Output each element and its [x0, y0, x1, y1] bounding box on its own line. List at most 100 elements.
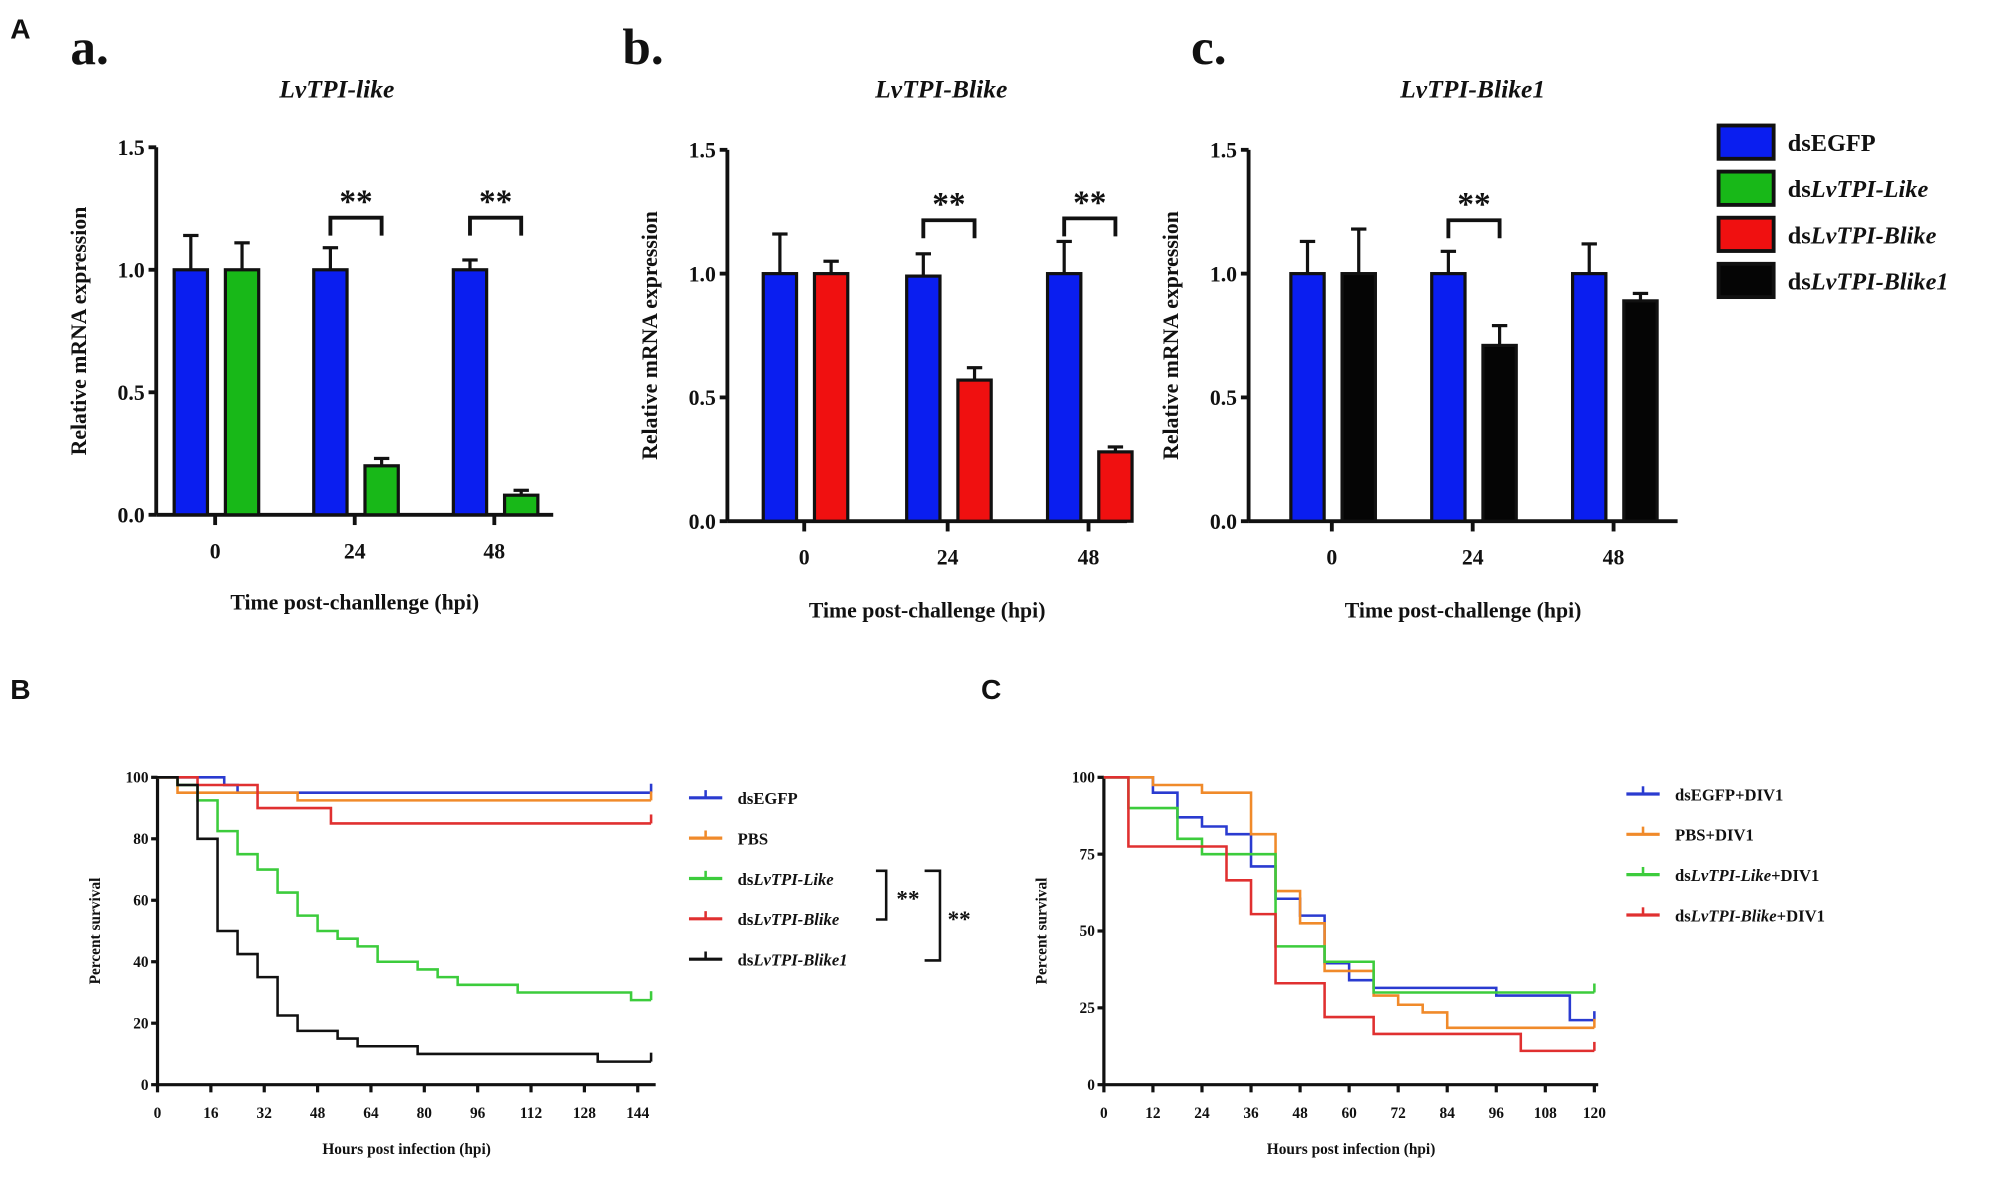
- legend-label: dsLvTPI-Blike+DIV1: [1675, 906, 1825, 925]
- y-axis-label: Percent survival: [87, 878, 104, 985]
- y-axis-label: Percent survival: [1033, 878, 1050, 985]
- legend-label: dsEGFP: [738, 789, 798, 808]
- x-axis-label: Time post-chanllenge (hpi): [230, 591, 479, 615]
- legend-label-prefix: ds: [1788, 130, 1811, 157]
- x-tick-label: 48: [1603, 546, 1625, 570]
- bar-dsEGFP: [1045, 272, 1083, 523]
- bar-dsLvTPI-Blike1: [1481, 343, 1518, 523]
- legend-label-prefix: ds: [738, 910, 754, 929]
- significance-label: **: [932, 186, 965, 223]
- legend-label: dsLvTPI-Blike: [738, 910, 840, 929]
- y-tick-label: 20: [133, 1015, 149, 1032]
- y-tick-label: 100: [1072, 769, 1095, 786]
- chart-title: LvTPI-like: [278, 74, 394, 103]
- bar-dsLvTPI-Like: [502, 493, 540, 517]
- x-tick-label: 48: [1292, 1105, 1308, 1122]
- x-axis-label: Time post-challenge (hpi): [809, 598, 1046, 622]
- legend-label: dsLvTPI-Like: [1788, 176, 1929, 203]
- y-tick-label: 60: [133, 892, 149, 909]
- panel-label-A: A: [10, 12, 30, 44]
- legend-swatch: [1716, 261, 1776, 300]
- legend-label-suffix: +DIV1: [1777, 906, 1825, 925]
- x-tick-label: 96: [470, 1105, 486, 1122]
- x-tick-label: 0: [799, 546, 810, 570]
- y-tick-label: 100: [126, 769, 149, 786]
- x-tick-label: 48: [310, 1105, 326, 1122]
- y-tick-label: 0: [141, 1077, 149, 1094]
- y-tick-label: 50: [1080, 923, 1096, 940]
- legend-label: dsLvTPI-Blike: [1788, 222, 1937, 249]
- x-tick-label: 60: [1341, 1105, 1357, 1122]
- x-tick-label: 36: [1243, 1105, 1259, 1122]
- y-tick-label: 1.5: [689, 139, 716, 163]
- bar-chart-3: LvTPI-Blike1 0.0 0.5 1.0 1.5 0 24 48 ** Relative …: [1159, 74, 1678, 622]
- y-tick-label: 25: [1080, 1000, 1096, 1017]
- y-tick-label: 0.0: [689, 510, 716, 534]
- y-tick-label: 0.5: [117, 381, 144, 405]
- bar-dsLvTPI-Blike1: [1622, 299, 1659, 523]
- legend-swatch: [1716, 215, 1776, 253]
- x-tick-label: 0: [1100, 1105, 1108, 1122]
- bar-dsEGFP: [172, 268, 210, 517]
- bar-dsLvTPI-Like: [363, 464, 400, 517]
- y-tick-label: 0.0: [117, 503, 144, 527]
- legend-label: dsLvTPI-Blike1: [1788, 268, 1949, 295]
- y-tick-label: 80: [133, 831, 149, 848]
- y-tick-label: 0.5: [689, 386, 716, 410]
- y-tick-label: 0: [1087, 1077, 1095, 1094]
- legend-label-italic: LvTPI-Blike: [1810, 222, 1937, 249]
- x-tick-label: 0: [1326, 546, 1337, 570]
- legend-label-italic: LvTPI-Blike1: [752, 951, 847, 970]
- legend-label-italic: LvTPI-Like: [1690, 866, 1772, 885]
- legend-label-italic: LvTPI-Blike: [1690, 906, 1777, 925]
- legend-label-prefix: ds: [738, 870, 754, 889]
- bar-legend: dsEGFPdsLvTPI-LikedsLvTPI-BlikedsLvTPI-B…: [1716, 123, 1949, 300]
- legend-label-prefix: ds: [1675, 906, 1691, 925]
- x-tick-label: 120: [1583, 1105, 1606, 1122]
- legend-label: PBS+DIV1: [1675, 826, 1754, 845]
- legend-label-prefix: PBS+DIV1: [1675, 826, 1754, 845]
- significance-bracket: [924, 869, 942, 962]
- bar-dsEGFP: [761, 272, 799, 523]
- x-tick-label: 84: [1440, 1105, 1456, 1122]
- survival-curve-dsLvTPI-Blike+DIV1: [1103, 776, 1595, 1053]
- legend-label-italic: LvTPI-Blike1: [1810, 268, 1949, 295]
- legend-label-prefix: ds: [738, 789, 754, 808]
- y-tick-label: 1.0: [117, 258, 144, 282]
- legend-label-prefix: ds: [1788, 268, 1811, 295]
- legend-label-suffix: EGFP: [1811, 130, 1876, 157]
- x-tick-label: 128: [573, 1105, 596, 1122]
- legend-label-italic: LvTPI-Like: [752, 870, 834, 889]
- bar-chart-1: LvTPI-like 0.0 0.5 1.0 1.5 0 24 48 ** ** Relative …: [67, 74, 554, 615]
- legend-label-italic: LvTPI-Like: [1810, 176, 1929, 203]
- survival-curve-dsLvTPI-Like+DIV1: [1103, 776, 1595, 994]
- y-tick-label: 40: [133, 954, 149, 971]
- survival-curve-dsLvTPI-Blike: [157, 776, 652, 825]
- bar-dsLvTPI-Like: [223, 268, 261, 517]
- chart-title: LvTPI-Blike: [874, 74, 1007, 103]
- sub-label-b: b.: [622, 19, 663, 76]
- legend-label: dsLvTPI-Blike1: [738, 951, 848, 970]
- legend-swatch: [1716, 123, 1776, 161]
- legend-label-italic: LvTPI-Blike: [752, 910, 839, 929]
- x-tick-label: 80: [417, 1105, 433, 1122]
- survival-chart-1: 0 20 40 60 80 100 0 16 32 48 64 80 96 112 128 144 Percen…: [87, 769, 971, 1157]
- survival-curve-PBS+DIV1: [1103, 776, 1595, 1030]
- bar-dsEGFP: [1570, 272, 1608, 523]
- bar-dsEGFP: [905, 274, 942, 523]
- bar-dsLvTPI-Blike: [1097, 450, 1134, 523]
- y-tick-label: 1.0: [689, 262, 716, 286]
- significance-label: **: [948, 906, 971, 932]
- significance-bracket: [921, 218, 977, 239]
- survival-chart-2: 0 25 50 75 100 0 12 24 36 48 60 72 84 96 108 120 Percent…: [1033, 769, 1825, 1157]
- legend-label: PBS: [738, 830, 769, 849]
- y-tick-label: 1.5: [1210, 139, 1237, 163]
- survival-curve-dsEGFP+DIV1: [1103, 776, 1595, 1022]
- significance-label: **: [1457, 186, 1490, 223]
- x-tick-label: 96: [1489, 1105, 1505, 1122]
- y-tick-label: 0.0: [1210, 510, 1237, 534]
- significance-bracket: [328, 215, 384, 236]
- panel-label-B: B: [10, 673, 30, 705]
- bar-dsEGFP: [1430, 272, 1467, 523]
